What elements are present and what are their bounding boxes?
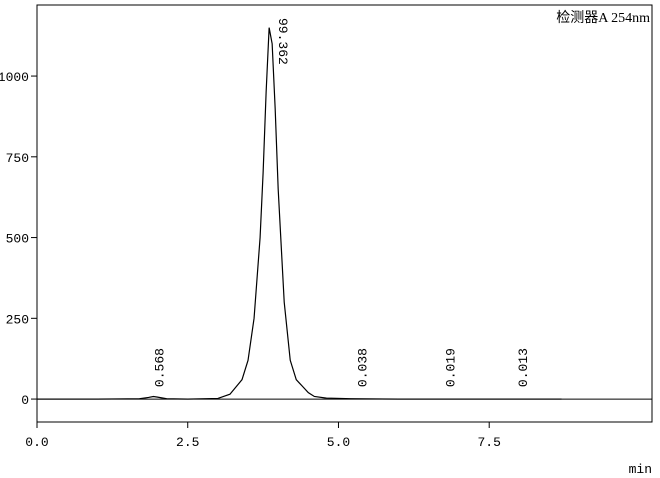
y-tick-label: 1000 xyxy=(0,70,29,85)
x-tick-label: 7.5 xyxy=(478,435,501,450)
x-tick-label: 2.5 xyxy=(176,435,199,450)
peak-area-label: 0.038 xyxy=(356,348,371,387)
plot-frame xyxy=(36,4,653,423)
y-tick-label: 500 xyxy=(6,232,29,247)
signal-trace xyxy=(37,27,562,400)
peak-area-label: 0.013 xyxy=(516,348,531,387)
peak-area-label: 99.362 xyxy=(275,18,290,65)
peak-area-label: 0.568 xyxy=(152,348,167,387)
peak-area-label: 0.019 xyxy=(444,348,459,387)
y-tick-label: 0 xyxy=(21,393,29,408)
y-tick-label: 750 xyxy=(6,151,29,166)
y-tick-label: 250 xyxy=(6,312,29,327)
x-unit: min xyxy=(629,462,652,477)
x-tick-label: 5.0 xyxy=(327,435,350,450)
detector-label: 检测器A 254nm xyxy=(556,10,650,26)
x-tick-label: 0.0 xyxy=(25,435,48,450)
